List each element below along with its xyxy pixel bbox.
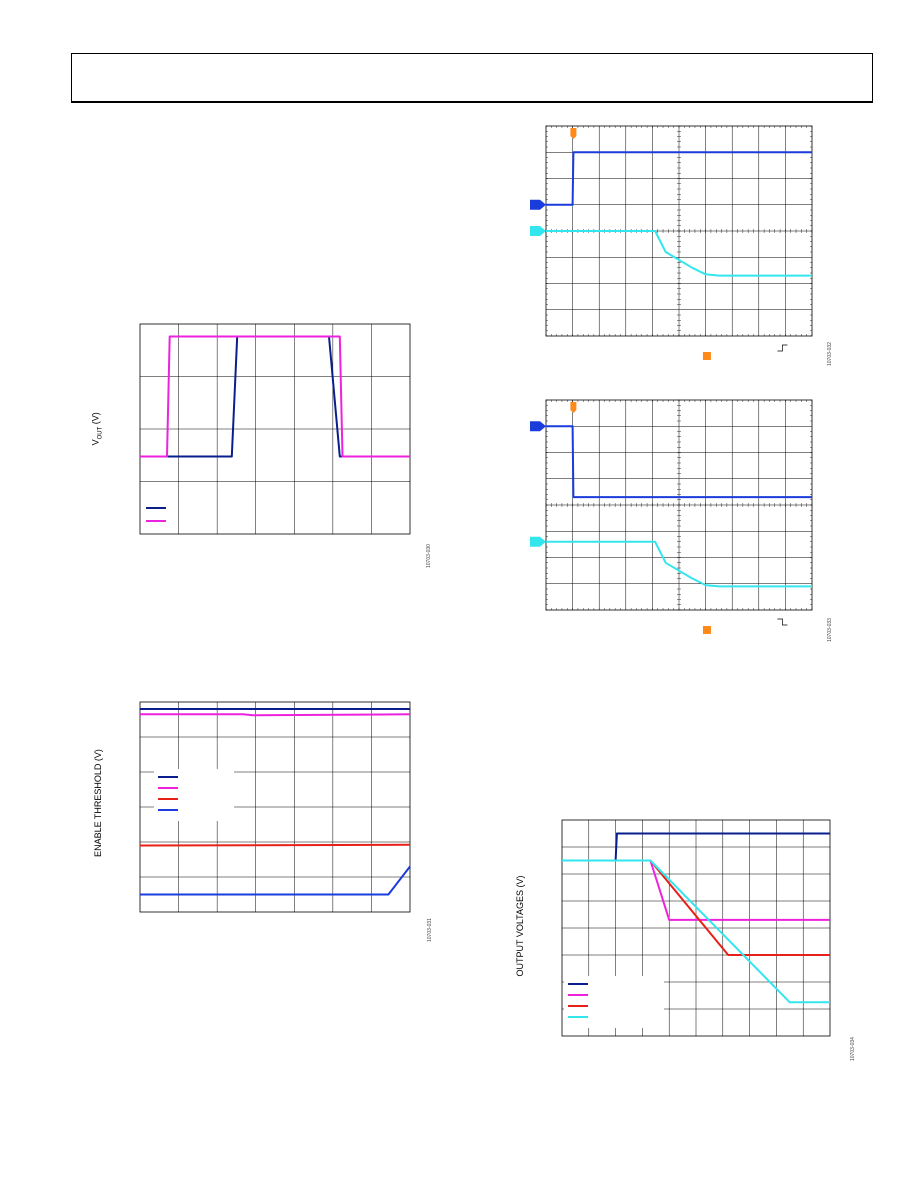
channel-ref-marker-1 [530, 536, 546, 547]
figure-id-threshold: 10703-031 [427, 918, 433, 942]
figure-id-scope-down: 10703-033 [827, 618, 833, 642]
falling-edge-icon [777, 618, 788, 626]
output-voltages-ylabel: OUTPUT VOLTAGES (V) [515, 875, 525, 977]
trigger-source-marker [702, 352, 711, 360]
series-line-3 [562, 859, 830, 1004]
vout-enable-chart [139, 323, 411, 535]
series-line-0 [546, 425, 812, 499]
channel-ref-marker-0 [530, 199, 546, 210]
trigger-position-marker [570, 402, 577, 413]
trigger-source-marker [702, 626, 711, 634]
vout-ylabel: VOUT (V) [90, 412, 104, 446]
series-line-0 [140, 335, 410, 458]
series-line-1 [140, 335, 410, 458]
output-voltages-chart [561, 819, 831, 1037]
figure-id-vout: 10703-030 [426, 544, 432, 568]
page-header-box [71, 53, 873, 103]
channel-ref-marker-0 [530, 421, 546, 432]
enable-threshold-ylabel: ENABLE THRESHOLD (V) [93, 749, 103, 857]
series-line-2 [139, 843, 411, 847]
enable-threshold-chart [139, 701, 411, 913]
figure-id-scope-up: 10703-032 [827, 342, 833, 366]
rising-edge-icon [777, 344, 788, 352]
figure-id-output: 10703-034 [850, 1037, 856, 1061]
series-line-1 [546, 230, 812, 277]
trigger-position-marker [570, 128, 577, 139]
scope-power-down-chart [530, 399, 813, 634]
series-line-1 [546, 540, 812, 588]
series-line-3 [140, 865, 411, 896]
series-line-1 [140, 713, 411, 717]
scope-power-up-chart [530, 125, 813, 360]
channel-ref-marker-1 [530, 226, 546, 236]
series-line-0 [546, 151, 812, 206]
